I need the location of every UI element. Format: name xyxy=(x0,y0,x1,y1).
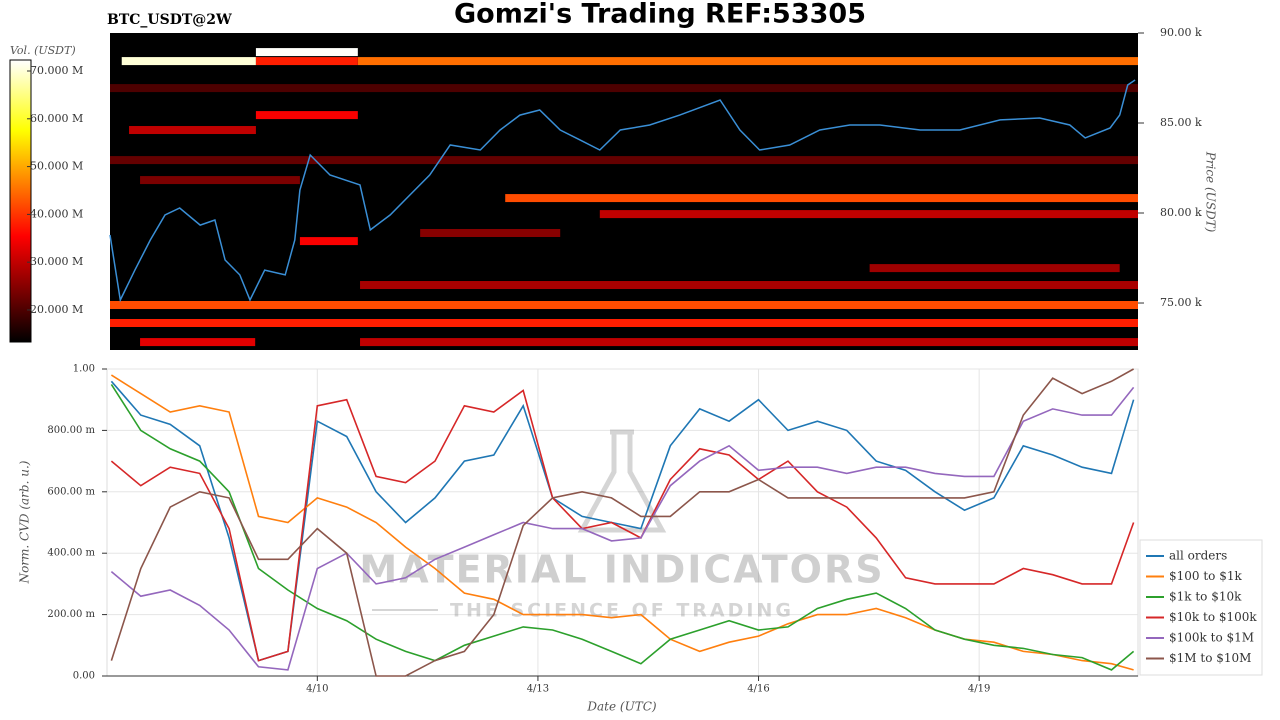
heat-band xyxy=(505,194,1138,203)
colorbar-tick-label: 50.000 M xyxy=(30,160,83,173)
x-axis-label: Date (UTC) xyxy=(586,700,656,714)
series-line xyxy=(110,383,1135,671)
heat-band xyxy=(299,237,358,246)
colorbar xyxy=(9,59,32,343)
heat-band xyxy=(110,84,1138,93)
heat-band xyxy=(357,57,1138,66)
symbol-label: BTC_USDT@2W xyxy=(107,12,232,28)
plot-area xyxy=(106,368,1139,677)
heat-band xyxy=(121,57,256,66)
heat-band xyxy=(360,281,1138,290)
heat-band xyxy=(129,126,256,135)
heat-band xyxy=(110,300,1138,309)
legend-label: $1M to $10M xyxy=(1169,651,1251,665)
colorbar-tick-label: 40.000 M xyxy=(30,207,83,220)
legend-box xyxy=(1139,539,1263,676)
heat-band xyxy=(255,111,358,120)
heat-band xyxy=(420,228,561,237)
legend-label: $100k to $1M xyxy=(1169,631,1254,645)
colorbar-tick-label: 60.000 M xyxy=(30,112,83,125)
y-tick-label: 200.00 m xyxy=(47,609,95,620)
heat-band xyxy=(110,156,1138,165)
heat-band xyxy=(869,264,1120,273)
colorbar-tick-label: 70.000 M xyxy=(30,64,83,77)
y-tick-label: 0.00 xyxy=(73,671,95,682)
legend-label: $100 to $1k xyxy=(1169,569,1242,583)
heat-band xyxy=(140,338,256,347)
colorbar-tick-label: 30.000 M xyxy=(30,255,83,268)
y-tick-label: 800.00 m xyxy=(47,425,95,436)
heat-band xyxy=(599,210,1138,219)
colorbar-tick-label: 20.000 M xyxy=(30,303,83,316)
legend-label: $1k to $10k xyxy=(1169,590,1242,604)
x-tick-label: 4/10 xyxy=(306,684,328,695)
series-line xyxy=(110,386,1135,671)
heat-band xyxy=(110,318,1138,327)
y-axis-label: Norm. CVD (arb. u.) xyxy=(18,460,32,584)
y-tick-label: 75.00 k xyxy=(1160,296,1202,309)
y-axis-label: Price (USDT) xyxy=(1204,151,1218,233)
x-tick-label: 4/16 xyxy=(747,684,769,695)
heat-band xyxy=(255,48,358,57)
price-line xyxy=(109,79,1136,303)
chart-title: Gomzi's Trading REF:53305 xyxy=(454,0,866,30)
y-tick-label: 80.00 k xyxy=(1160,206,1202,219)
y-tick-label: 85.00 k xyxy=(1160,116,1202,129)
heat-band xyxy=(255,57,358,66)
y-tick-label: 1.00 xyxy=(73,364,95,375)
series-line xyxy=(110,389,1135,662)
heat-band xyxy=(360,338,1138,347)
heat-band xyxy=(140,176,300,185)
watermark-subtitle: THE SCIENCE OF TRADING xyxy=(450,600,794,622)
legend-label: $10k to $100k xyxy=(1169,610,1257,624)
watermark-icon xyxy=(577,429,667,533)
legend-label: all orders xyxy=(1169,549,1227,563)
y-tick-label: 90.00 k xyxy=(1160,26,1202,39)
legend: all orders $100 to $1k $1k to $10k $10k to … xyxy=(1139,539,1263,676)
series-line xyxy=(110,368,1134,677)
watermark: MATERIAL INDICATORS THE SCIENCE OF TRADI… xyxy=(359,429,884,622)
x-tick-label: 4/13 xyxy=(527,684,549,695)
colorbar-label: Vol. (USDT) xyxy=(10,44,76,57)
x-tick-label: 4/19 xyxy=(968,684,990,695)
y-tick-label: 600.00 m xyxy=(47,486,95,497)
watermark-title: MATERIAL INDICATORS xyxy=(359,548,884,592)
y-tick-label: 400.00 m xyxy=(47,548,95,559)
